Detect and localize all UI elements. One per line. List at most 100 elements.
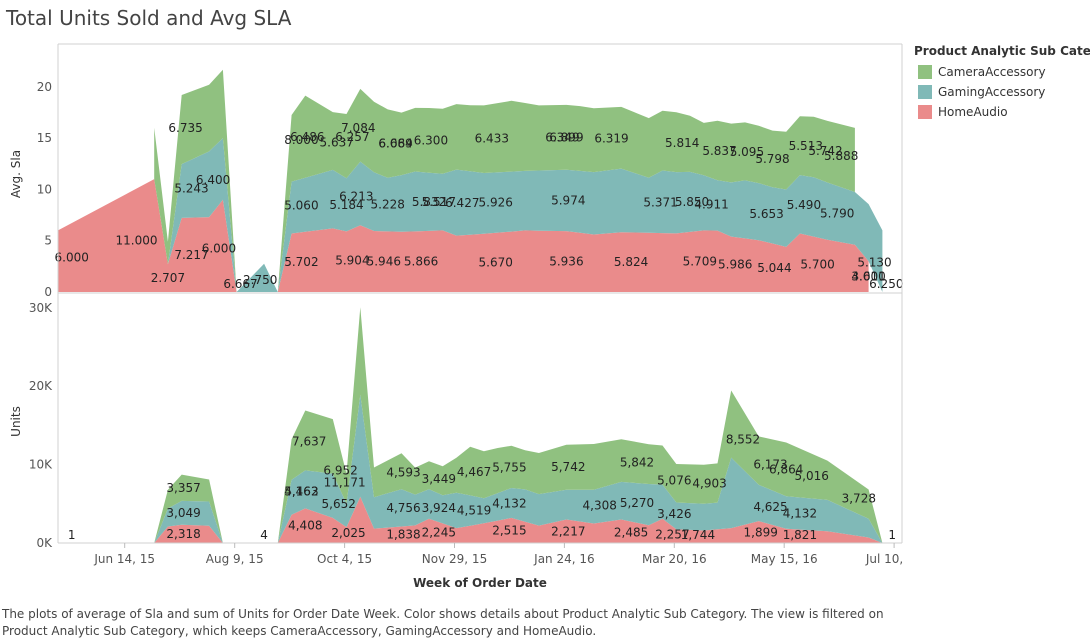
data-label: 5.946: [367, 255, 401, 269]
data-label: 6.486: [290, 130, 324, 144]
data-label: 4,132: [783, 507, 817, 521]
y-axis-title: Units: [9, 406, 23, 437]
data-label: 1,744: [681, 528, 715, 542]
legend-label: GamingAccessory: [938, 85, 1046, 99]
data-label: 5.243: [174, 182, 208, 196]
data-label: 2.750: [243, 273, 277, 287]
data-label: 5.888: [824, 149, 858, 163]
data-label: 6.433: [475, 131, 509, 145]
data-label: 6.319: [594, 132, 628, 146]
data-label: 5.700: [800, 258, 834, 272]
data-label: 5.798: [755, 152, 789, 166]
data-label: 6,173: [753, 457, 787, 471]
data-label: 1,821: [783, 528, 817, 542]
data-label: 7,637: [292, 434, 326, 448]
data-label: 2,318: [166, 527, 200, 541]
x-tick-label: Mar 20, 16: [642, 552, 707, 566]
data-label: 5.653: [749, 207, 783, 221]
area-homeaudio: [58, 496, 883, 543]
data-label: 5.837: [702, 144, 736, 158]
data-label: 6.300: [414, 134, 448, 148]
area-cameraaccessory: [154, 307, 883, 543]
data-label: 5.824: [614, 255, 648, 269]
data-label: 7.084: [341, 121, 375, 135]
data-label: 5.095: [730, 145, 764, 159]
data-label: 2,217: [551, 524, 585, 538]
data-label: 6.899: [549, 130, 583, 144]
data-label: 5.790: [820, 207, 854, 221]
y-tick-label: 20: [37, 80, 52, 94]
data-label: 5,842: [620, 456, 654, 470]
data-label: 6.000: [55, 251, 89, 265]
data-label: 5.850: [675, 195, 709, 209]
y-tick-label: 0: [44, 285, 52, 299]
data-label: 3,728: [842, 491, 876, 505]
data-label: 4,467: [457, 465, 491, 479]
data-label: 2,025: [331, 526, 365, 540]
axes: 0 5 10 15 20 Avg. Sla 0K 10K 20K 30K Units Jun 14, …: [9, 43, 905, 590]
data-label: 5.742: [808, 144, 842, 158]
y-tick-label: 20K: [29, 379, 53, 393]
y-tick-label: 0K: [36, 536, 53, 550]
data-label: 4,132: [492, 497, 526, 511]
data-label: 2,515: [492, 524, 526, 538]
x-tick-label: May 15, 16: [751, 552, 818, 566]
data-label: 6.213: [339, 190, 373, 204]
data-label: 5,163: [284, 485, 318, 499]
data-label: 4,756: [386, 501, 420, 515]
data-label: 5.866: [404, 255, 438, 269]
data-label: 5.832: [412, 195, 446, 209]
data-label: 4,462: [284, 485, 318, 499]
data-label: 6.667: [223, 277, 257, 291]
data-label: 5.130: [857, 256, 891, 270]
data-label: 6.427: [445, 196, 479, 210]
legend-swatch: [918, 85, 932, 99]
data-label: 2,257: [655, 528, 689, 542]
legend-item-home-audio[interactable]: HomeAudio: [914, 102, 1090, 122]
x-tick-label: Jun 14, 15: [93, 552, 155, 566]
data-label: 5.060: [284, 199, 318, 213]
y-tick-label: 5: [44, 234, 52, 248]
data-label: 5,755: [492, 460, 526, 474]
x-axis-title: Week of Order Date: [413, 576, 547, 590]
data-label: 6.089: [378, 137, 412, 151]
data-label: 2,485: [614, 525, 648, 539]
legend-item-gaming-accessory[interactable]: GamingAccessory: [914, 82, 1090, 102]
data-label: 2,245: [422, 526, 456, 540]
data-label: 1,838: [386, 528, 420, 542]
data-label: 4,593: [386, 466, 420, 480]
data-label: 5.814: [665, 136, 699, 150]
area-homeaudio: [58, 179, 869, 292]
data-label: 5.926: [479, 196, 513, 210]
data-label: 3,924: [422, 501, 456, 515]
data-label: 5.228: [371, 198, 405, 212]
data-label: 5.490: [787, 198, 821, 212]
data-label: 4: [260, 528, 268, 542]
data-label: 3,357: [166, 481, 200, 495]
x-tick-label: Jul 10, 16: [865, 552, 905, 566]
data-label: 6.735: [168, 121, 202, 135]
x-tick-label: Oct 4, 15: [317, 552, 372, 566]
data-label: 1: [888, 528, 896, 542]
x-tick-label: Aug 9, 15: [206, 552, 264, 566]
legend-swatch: [918, 65, 932, 79]
data-label: 8.000: [284, 133, 318, 147]
data-label: 3,049: [166, 506, 200, 520]
data-label: 6.000: [202, 241, 236, 255]
legend-item-camera-accessory[interactable]: CameraAccessory: [914, 62, 1090, 82]
y-axis-title: Avg. Sla: [9, 150, 23, 198]
data-label: 6.257: [335, 130, 369, 144]
data-label: 4.611: [851, 270, 885, 284]
data-label: 5.513: [789, 139, 823, 153]
chart-caption: The plots of average of Sla and sum of U…: [2, 607, 884, 638]
data-label: 6,952: [323, 464, 357, 478]
data-label: 5.974: [551, 194, 585, 208]
data-label: 3,426: [657, 507, 691, 521]
data-label: 1,899: [744, 525, 778, 539]
data-label: 5.709: [683, 254, 717, 268]
data-label: 4,308: [583, 498, 617, 512]
data-label: 1: [68, 528, 76, 542]
x-tick-label: Jan 24, 16: [533, 552, 594, 566]
x-tick-label: Nov 29, 15: [422, 552, 487, 566]
